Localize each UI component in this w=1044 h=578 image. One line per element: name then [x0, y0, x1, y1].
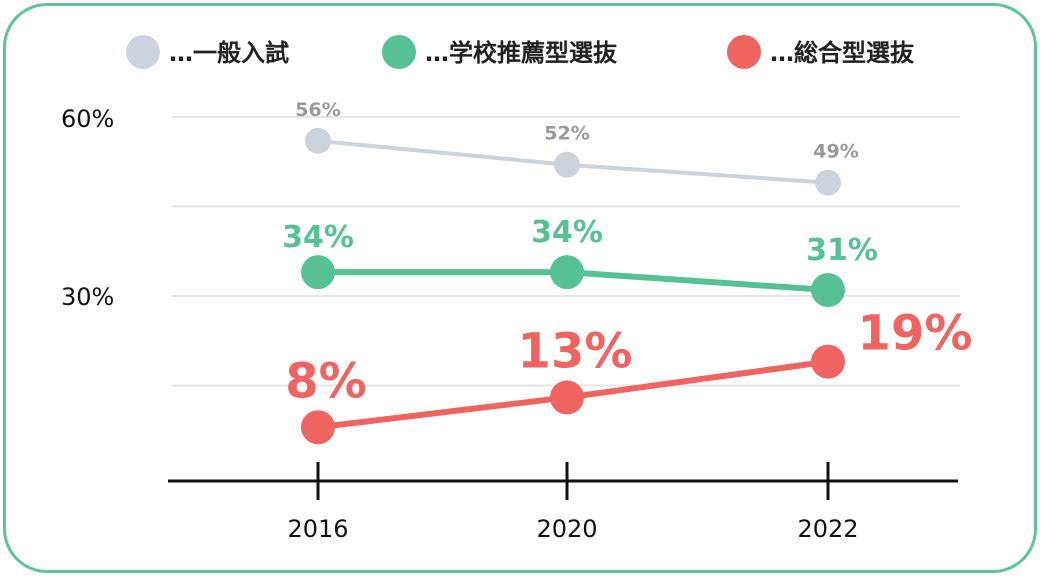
x-tick-label: 2022 [797, 515, 858, 543]
legend: …一般入試 …学校推薦型選抜 …総合型選抜 [126, 35, 915, 69]
x-tick-label: 2016 [287, 515, 348, 543]
series-layer: 56% 52% 49% 34% 34% 31% 8% 13% 19% [282, 99, 973, 445]
data-label: 31% [806, 233, 878, 268]
data-label: 34% [531, 215, 603, 250]
legend-marker-general [126, 35, 160, 69]
data-point [554, 151, 580, 178]
data-label: 49% [813, 141, 858, 163]
data-point [815, 169, 841, 196]
data-point [811, 273, 845, 308]
y-tick-label-60: 60% [61, 105, 114, 133]
legend-marker-school-recommendation [382, 35, 416, 69]
chart-frame [3, 3, 1037, 573]
data-point [811, 344, 845, 379]
data-label: 8% [285, 353, 367, 409]
data-label: 34% [282, 220, 354, 255]
data-label: 13% [518, 323, 633, 379]
x-axis: 2016 2020 2022 [168, 462, 958, 543]
x-tick-label: 2020 [536, 515, 597, 543]
data-label: 19% [858, 306, 973, 362]
data-point [305, 127, 331, 154]
legend-label-general: …一般入試 [169, 39, 289, 67]
legend-label-school-recommendation: …学校推薦型選抜 [425, 39, 618, 67]
data-point [550, 255, 584, 290]
y-tick-label-30: 30% [61, 283, 114, 311]
legend-label-comprehensive: …総合型選抜 [770, 39, 915, 67]
legend-marker-comprehensive [727, 35, 761, 69]
data-point [301, 255, 335, 290]
data-label: 56% [295, 99, 340, 121]
data-point [301, 410, 335, 445]
data-point [550, 380, 584, 415]
data-label: 52% [544, 123, 589, 145]
